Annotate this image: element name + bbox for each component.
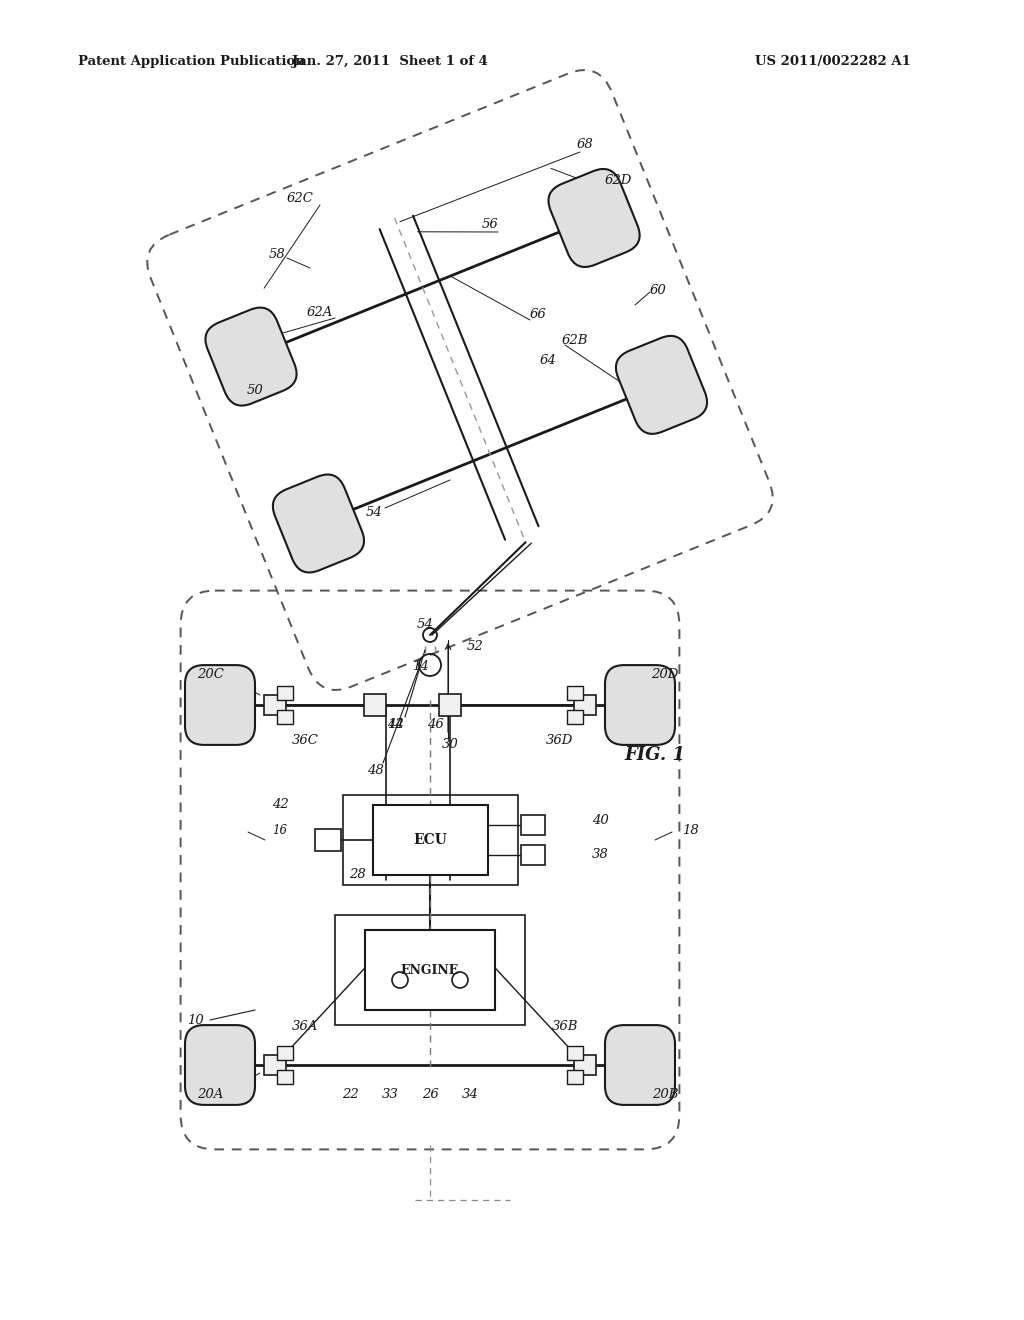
Text: 40: 40 [592,813,608,826]
FancyBboxPatch shape [185,665,255,744]
Bar [314,829,341,851]
Bar [439,694,461,715]
Text: 36D: 36D [547,734,573,747]
Text: 33: 33 [382,1089,398,1101]
Text: 60: 60 [649,284,667,297]
Bar [520,814,545,836]
Text: 16: 16 [272,824,288,837]
FancyBboxPatch shape [605,665,675,744]
Text: 20B: 20B [651,1089,678,1101]
Bar [574,696,596,715]
Text: ECU: ECU [413,833,446,847]
Text: 26: 26 [422,1089,438,1101]
Text: 48: 48 [367,763,383,776]
Text: 62B: 62B [562,334,588,346]
Text: 64: 64 [540,354,556,367]
Text: Patent Application Publication: Patent Application Publication [78,55,305,69]
Text: 20A: 20A [197,1089,223,1101]
Bar [278,1045,293,1060]
Text: 58: 58 [268,248,286,261]
Text: 56: 56 [481,219,499,231]
Text: 36C: 36C [292,734,318,747]
Bar [264,696,286,715]
FancyBboxPatch shape [272,474,365,573]
Text: 62A: 62A [307,305,333,318]
Bar [567,1045,583,1060]
Text: 42: 42 [271,799,289,812]
Text: 22: 22 [342,1089,358,1101]
Bar [278,1071,293,1084]
Text: 44: 44 [387,718,403,731]
Text: 20D: 20D [651,668,679,681]
Bar [342,795,517,884]
Text: 50: 50 [247,384,263,396]
FancyBboxPatch shape [206,308,297,405]
Text: 30: 30 [441,738,459,751]
Bar [520,845,545,865]
Text: 68: 68 [577,139,593,152]
Text: US 2011/0022282 A1: US 2011/0022282 A1 [755,55,911,69]
Text: 20C: 20C [197,668,223,681]
Bar [567,710,583,723]
Bar [567,1071,583,1084]
Bar [278,686,293,700]
Text: 52: 52 [467,640,483,653]
Text: ENGINE: ENGINE [400,964,459,977]
FancyBboxPatch shape [615,335,708,434]
Text: 54: 54 [366,506,382,519]
Bar [364,694,386,715]
Bar [567,686,583,700]
Text: 54: 54 [417,619,433,631]
Text: 28: 28 [348,869,366,882]
Bar [574,1055,596,1074]
Text: FIG. 1: FIG. 1 [625,746,685,764]
FancyBboxPatch shape [605,1026,675,1105]
Text: 62C: 62C [287,191,313,205]
Bar [365,931,495,1010]
Text: 12: 12 [387,718,403,731]
Bar [264,1055,286,1074]
Text: 46: 46 [427,718,443,731]
Text: 34: 34 [462,1089,478,1101]
Bar [335,915,525,1026]
FancyBboxPatch shape [185,1026,255,1105]
Bar [278,710,293,723]
Text: 36B: 36B [552,1020,579,1034]
Text: Jan. 27, 2011  Sheet 1 of 4: Jan. 27, 2011 Sheet 1 of 4 [292,55,488,69]
Text: 18: 18 [682,824,698,837]
Text: 66: 66 [529,309,547,322]
Text: 38: 38 [592,849,608,862]
Text: 62D: 62D [604,173,632,186]
Bar [373,805,487,875]
Text: 10: 10 [186,1014,204,1027]
Text: 36A: 36A [292,1020,318,1034]
FancyBboxPatch shape [549,169,640,267]
Text: 14: 14 [412,660,428,673]
